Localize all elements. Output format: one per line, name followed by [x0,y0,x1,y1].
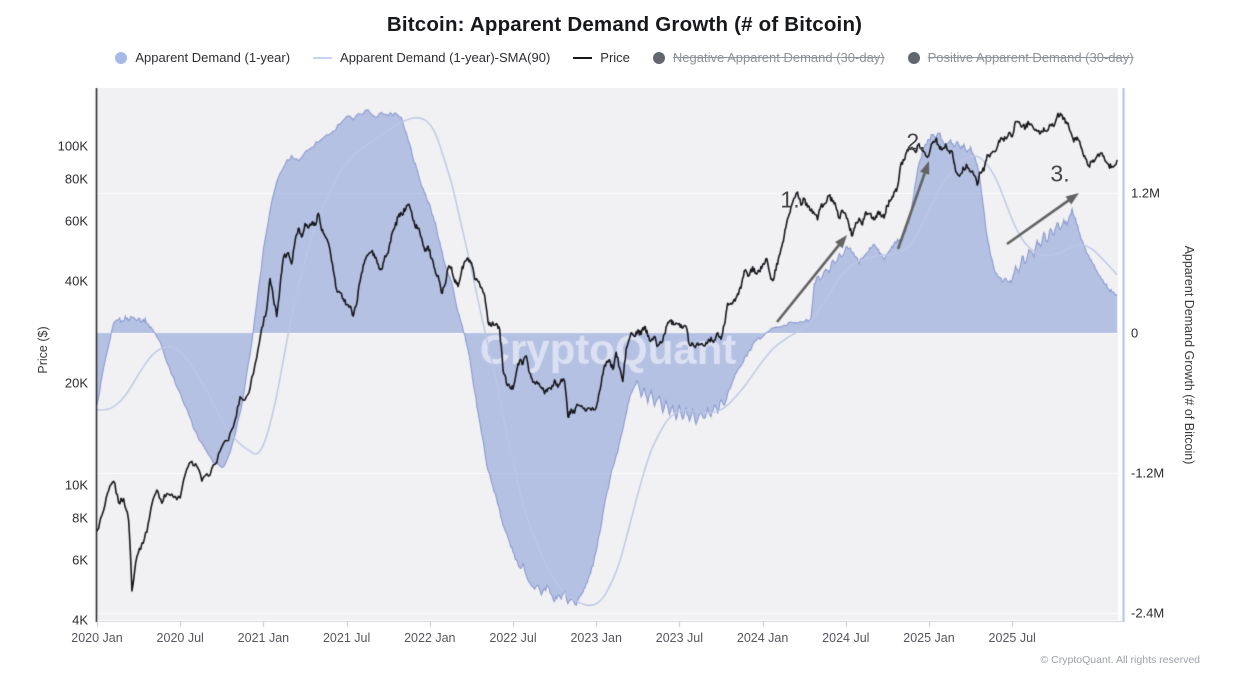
x-axis-tick-label: 2025 Jul [988,631,1036,645]
x-axis-tick-label: 2025 Jan [903,631,955,645]
legend-item-2[interactable]: Apparent Demand (1-year)-SMA(90) [313,50,550,65]
y-axis-right-title: Apparent Demand Growth (# of Bitcoin) [1182,245,1196,465]
legend-item-label: Apparent Demand (1-year) [135,50,291,65]
legend: Apparent Demand (1-year) Apparent Demand … [0,50,1249,65]
copyright-footer: © CryptoQuant. All rights reserved [1040,654,1200,666]
legend-item-label: Negative Apparent Demand (30-day) [672,50,885,65]
x-axis-tick-label: 2021 Jan [237,631,290,645]
legend-line-icon [313,56,333,59]
y-axis-left-tick-label: 80K [64,171,88,187]
x-axis-tick-label: 2024 Jul [822,631,870,645]
legend-line-icon [573,56,593,59]
x-axis-tick-label: 2023 Jan [570,631,622,645]
annotation-label-2: 2. [906,128,926,155]
y-axis-left-tick-label: 8K [72,510,88,526]
legend-item-3[interactable]: Price [573,50,630,65]
legend-item-label: Price [600,50,630,65]
legend-item-label: Positive Apparent Demand (30-day) [927,50,1134,65]
y-axis-left-tick-label: 60K [64,213,88,229]
x-axis-tick-label: 2020 Jan [71,631,123,645]
y-axis-left-tick-label: 10K [64,477,88,493]
y-axis-right-tick-label: -2.4M [1131,605,1165,621]
y-axis-left-tick-label: 20K [64,375,88,391]
legend-dot-icon [652,51,665,64]
y-axis-left-tick-label: 6K [72,552,88,568]
y-axis-left-tick-label: 40K [64,273,88,289]
y-axis-left-title: Price ($) [36,326,50,374]
annotation-label-3: 3. [1050,160,1070,187]
chart-title: Bitcoin: Apparent Demand Growth (# of Bi… [386,13,863,36]
legend-item-5[interactable]: Positive Apparent Demand (30-day) [907,50,1134,65]
y-axis-right-tick-label: 0 [1131,325,1139,341]
annotation-label-1: 1. [780,186,800,213]
x-axis-tick-label: 2020 Jul [156,631,204,645]
x-axis-tick-label: 2022 Jan [404,631,456,645]
x-axis-tick-label: 2022 Jul [489,631,537,645]
x-axis-tick-label: 2023 Jul [655,631,704,645]
y-axis-left-tick-label: 4K [72,612,88,628]
y-axis-right-tick-label: 1.2M [1131,185,1160,201]
legend-item-1[interactable]: Apparent Demand (1-year) [115,50,290,65]
legend-item-4[interactable]: Negative Apparent Demand (30-day) [652,50,885,65]
legend-item-label: Apparent Demand (1-year)-SMA(90) [340,50,551,65]
legend-dot-icon [907,51,920,64]
x-axis-tick-label: 2024 Jan [736,631,789,645]
x-axis-tick-label: 2021 Jul [322,631,371,645]
legend-dot-icon [115,51,128,64]
y-axis-right-tick-label: -1.2M [1131,465,1165,481]
y-axis-left-tick-label: 100K [57,138,88,154]
